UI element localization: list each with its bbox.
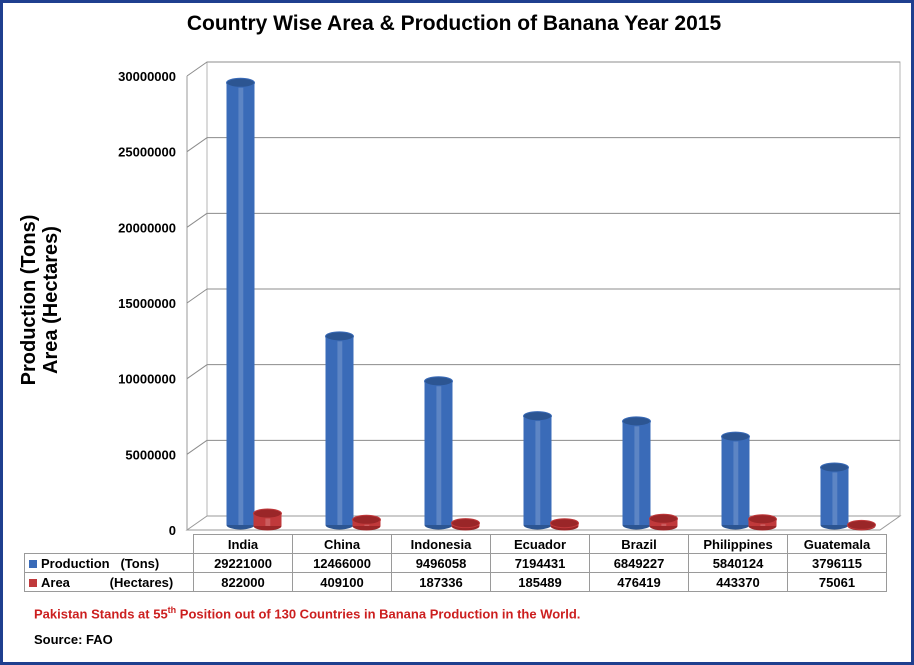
data-label-area: 187336 <box>391 572 491 592</box>
legend-swatch-area <box>29 578 37 587</box>
bar-area-ecuador-top <box>550 518 579 529</box>
bar-production-brazil <box>622 421 651 525</box>
data-label-production: 6849227 <box>589 553 689 573</box>
x-tick-label: Guatemala <box>787 534 887 554</box>
bar-production-ecuador-top <box>523 411 552 422</box>
x-tick-label: Brazil <box>589 534 689 554</box>
y-tick-label: 5000000 <box>125 447 176 462</box>
gridline-side <box>186 288 208 304</box>
x-tick-label: China <box>292 534 392 554</box>
data-table-row-area: Area (Hectares) 822000 409100 187336 185489… <box>24 572 887 592</box>
data-table: India China Indonesia Ecuador Brazil Philippi… <box>24 534 887 592</box>
x-tick-label: Philippines <box>688 534 788 554</box>
bar-production-india-top <box>226 77 255 88</box>
bar-production-indonesia-highlight <box>436 381 442 525</box>
bar-production-indonesia <box>424 381 453 525</box>
legend-swatch-production <box>29 559 37 568</box>
bar-production-philippines <box>721 436 750 525</box>
legend-area: Area (Hectares) <box>24 572 194 592</box>
bar-production-guatemala <box>820 467 849 525</box>
bar-area-indonesia-top <box>451 518 480 529</box>
data-label-area: 443370 <box>688 572 788 592</box>
y-tick-label: 25000000 <box>118 145 176 160</box>
gridline-side <box>186 439 208 455</box>
bar-area-brazil-top <box>649 513 678 524</box>
bar-area-guatemala-top <box>847 519 876 530</box>
bar-production-guatemala-top <box>820 462 849 473</box>
bar-production-india-highlight <box>238 82 244 525</box>
x-tick-label: Indonesia <box>391 534 491 554</box>
source-note: Source: FAO <box>34 632 113 647</box>
y-tick-label: 20000000 <box>118 220 176 235</box>
bar-area-china-top <box>352 514 381 525</box>
bar-production-ecuador <box>523 416 552 525</box>
y-tick-label: 15000000 <box>118 296 176 311</box>
x-tick-label: India <box>193 534 293 554</box>
bar-production-china <box>325 336 354 525</box>
chart-title: Country Wise Area & Production of Banana… <box>186 12 722 35</box>
data-label-production: 12466000 <box>292 553 392 573</box>
bar-production-china-top <box>325 331 354 342</box>
y-tick-label: 30000000 <box>118 69 176 84</box>
bar-production-brazil-top <box>622 416 651 427</box>
bar-area-india-highlight <box>265 513 271 526</box>
legend-production: Production (Tons) <box>24 553 194 573</box>
bar-production-brazil-highlight <box>634 421 640 525</box>
y-tick-label: 0 <box>169 523 176 538</box>
data-label-production: 3796115 <box>787 553 887 573</box>
y-tick-label: 10000000 <box>118 372 176 387</box>
gridline-side <box>186 137 208 153</box>
data-label-production: 29221000 <box>193 553 293 573</box>
data-label-area: 476419 <box>589 572 689 592</box>
data-table-category-row: India China Indonesia Ecuador Brazil Philippi… <box>24 534 887 554</box>
bar-production-guatemala-highlight <box>832 467 838 525</box>
data-label-area: 822000 <box>193 572 293 592</box>
gridline-side <box>186 212 208 228</box>
data-label-production: 7194431 <box>490 553 590 573</box>
bar-production-philippines-highlight <box>733 436 739 525</box>
data-label-area: 75061 <box>787 572 887 592</box>
x-tick-label: Ecuador <box>490 534 590 554</box>
data-table-row-production: Production (Tons) 29221000 12466000 949605… <box>24 553 887 573</box>
bar-production-china-highlight <box>337 336 343 525</box>
bar-production-philippines-top <box>721 431 750 442</box>
bar-area-philippines-top <box>748 514 777 525</box>
bar-production-india <box>226 82 255 525</box>
gridline-side <box>186 61 208 77</box>
data-label-area: 185489 <box>490 572 590 592</box>
bar-production-ecuador-highlight <box>535 416 541 525</box>
data-label-area: 409100 <box>292 572 392 592</box>
bar-area-india-top <box>253 508 282 519</box>
data-label-production: 5840124 <box>688 553 788 573</box>
gridline-side <box>186 364 208 380</box>
bar-production-indonesia-top <box>424 376 453 387</box>
data-label-production: 9496058 <box>391 553 491 573</box>
footnote: Pakistan Stands at 55th Position out of … <box>34 605 581 622</box>
